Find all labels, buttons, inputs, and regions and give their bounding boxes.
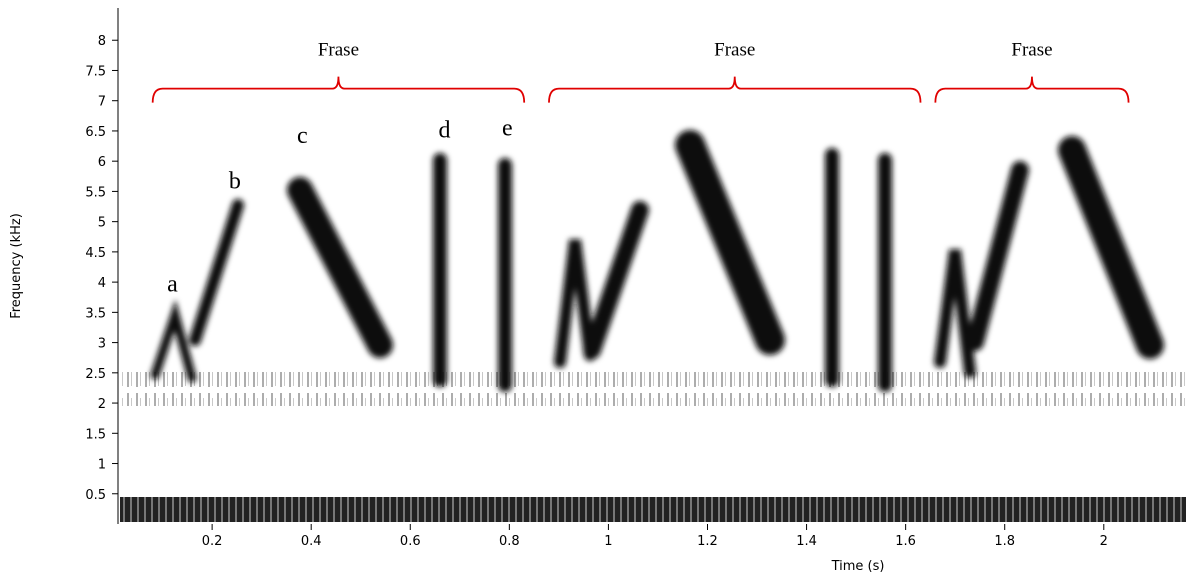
x-tick-label: 0.2 — [202, 534, 223, 549]
y-tick-label: 4 — [98, 276, 106, 291]
noise-band — [120, 372, 1186, 406]
x-tick-label: 2 — [1100, 534, 1108, 549]
syllable-label: b — [229, 169, 241, 195]
phrase-bracket — [548, 76, 922, 103]
phrase-label: Frase — [1011, 39, 1052, 60]
y-tick-label: 8 — [98, 34, 106, 49]
x-axis-label: Time (s) — [831, 559, 885, 574]
x-tick-label: 1.8 — [994, 534, 1015, 549]
y-tick-label: 1.5 — [85, 427, 106, 442]
y-tick-label: 5.5 — [85, 185, 106, 200]
low-band — [120, 497, 1186, 522]
phrase-label: Frase — [318, 39, 359, 60]
syllable-label: e — [502, 115, 513, 141]
x-tick-label: 0.8 — [499, 534, 520, 549]
y-tick-label: 0.5 — [85, 488, 106, 503]
y-tick-label: 6.5 — [85, 125, 106, 140]
x-tick-label: 0.4 — [301, 534, 322, 549]
x-tick-label: 1 — [604, 534, 612, 549]
y-tick-label: 4.5 — [85, 246, 106, 261]
x-tick-label: 1.4 — [796, 534, 817, 549]
phrase-label: Frase — [714, 39, 755, 60]
x-tick-label: 1.6 — [895, 534, 916, 549]
y-tick-label: 5 — [98, 216, 106, 231]
phrase-bracket — [934, 76, 1130, 103]
y-tick-label: 7 — [98, 95, 106, 110]
y-tick-label: 3 — [98, 337, 106, 352]
y-tick-label: 3.5 — [85, 306, 106, 321]
syllable-label: c — [297, 123, 308, 149]
syllable-label: a — [167, 271, 178, 297]
y-axis-label: Frequency (kHz) — [9, 213, 24, 319]
syllable-label: d — [438, 118, 450, 144]
y-tick-label: 2.5 — [85, 367, 106, 382]
syllables-shapes — [150, 130, 1164, 392]
x-tick-label: 1.2 — [697, 534, 718, 549]
y-tick-label: 6 — [98, 155, 106, 170]
y-tick-label: 7.5 — [85, 64, 106, 79]
spectrogram — [120, 130, 1186, 522]
x-tick-label: 0.6 — [400, 534, 421, 549]
y-tick-label: 1 — [98, 458, 106, 473]
phrase-bracket — [151, 76, 526, 103]
y-tick-label: 2 — [98, 397, 106, 412]
